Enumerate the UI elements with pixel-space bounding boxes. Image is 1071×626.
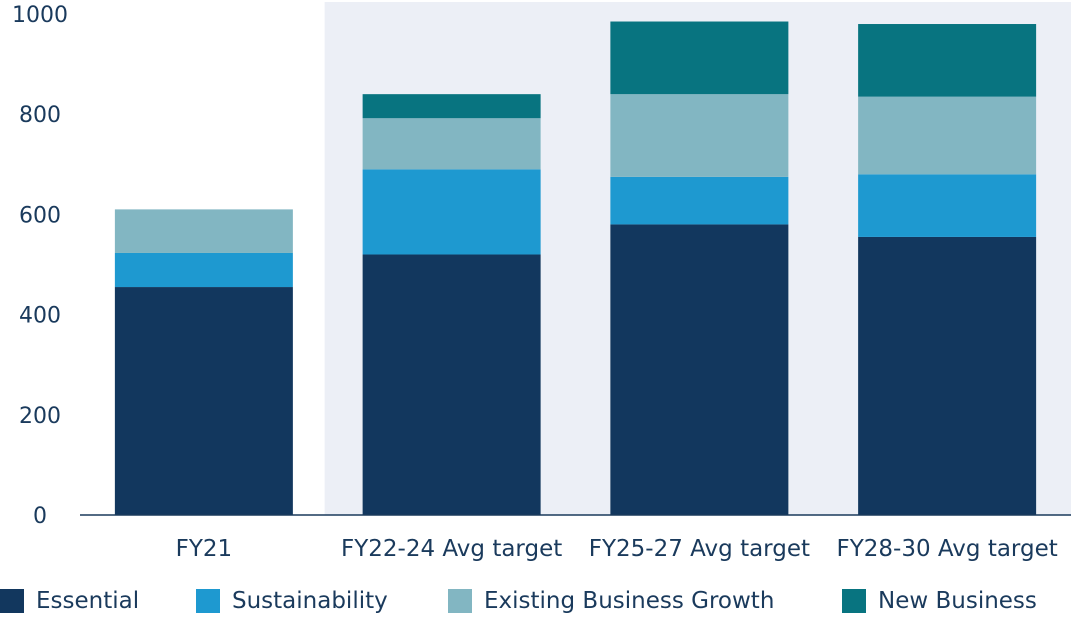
bar-sustainability-fy28-30-avg-target <box>858 174 1037 237</box>
legend-label-new-business: New Business <box>878 588 1037 614</box>
legend-swatch-sustainability <box>196 589 220 613</box>
bar-existing-business-growth-fy21 <box>114 209 293 253</box>
bar-sustainability-fy21 <box>114 252 293 288</box>
bar-existing-business-growth-fy25-27-avg-target <box>610 94 789 177</box>
legend-swatch-essential <box>0 589 24 613</box>
bar-new-business-fy28-30-avg-target <box>858 24 1037 97</box>
stacked-bar-chart: 0 200 400 600 800 1000 FY21 FY22-24 Avg target F… <box>12 2 1071 562</box>
y-tick-label: 800 <box>19 103 61 128</box>
x-category-label: FY21 <box>176 536 233 562</box>
bar-existing-business-growth-fy22-24-avg-target <box>362 118 541 170</box>
y-tick-label: 1000 <box>12 3 68 28</box>
legend-label-essential: Essential <box>36 588 140 614</box>
bar-sustainability-fy25-27-avg-target <box>610 176 789 225</box>
legend: Essential Sustainability Existing Busine… <box>0 588 1071 626</box>
bar-essential-fy25-27-avg-target <box>610 224 789 516</box>
y-tick-label: 400 <box>19 304 61 329</box>
legend-item-new-business: New Business <box>842 588 1037 614</box>
x-category-label: FY25-27 Avg target <box>589 536 810 562</box>
y-tick-label: 200 <box>19 404 61 429</box>
bar-essential-fy28-30-avg-target <box>858 236 1037 515</box>
legend-label-sustainability: Sustainability <box>232 588 388 614</box>
x-category-label: FY22-24 Avg target <box>341 536 562 562</box>
x-category-label: FY28-30 Avg target <box>836 536 1057 562</box>
legend-item-essential: Essential <box>0 588 139 614</box>
bar-new-business-fy22-24-avg-target <box>362 94 541 119</box>
legend-swatch-new-business <box>842 589 866 613</box>
bar-sustainability-fy22-24-avg-target <box>362 169 541 255</box>
legend-swatch-existing-business-growth <box>448 589 472 613</box>
bar-existing-business-growth-fy28-30-avg-target <box>858 96 1037 175</box>
bar-essential-fy22-24-avg-target <box>362 254 541 516</box>
bar-new-business-fy25-27-avg-target <box>610 21 789 95</box>
legend-item-existing-business-growth: Existing Business Growth <box>448 588 774 614</box>
legend-item-sustainability: Sustainability <box>196 588 388 614</box>
y-tick-label: 0 <box>33 504 47 529</box>
y-tick-label: 600 <box>19 203 61 228</box>
bar-essential-fy21 <box>114 287 293 515</box>
legend-label-existing-business-growth: Existing Business Growth <box>484 588 775 614</box>
